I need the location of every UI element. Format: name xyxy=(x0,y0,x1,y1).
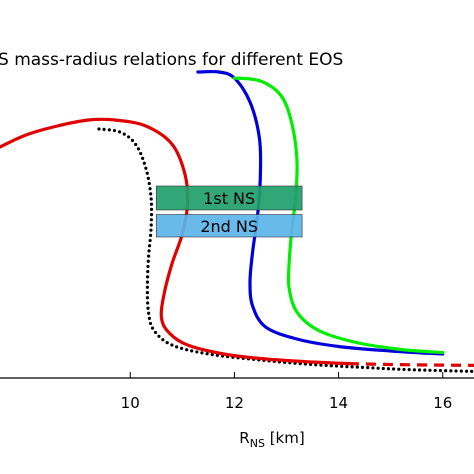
axes-group: 10 12 14 16 xyxy=(0,372,474,412)
x-tick-label-10: 10 xyxy=(121,394,140,412)
x-axis-label: RNS [km] xyxy=(239,429,304,450)
band-rect-2 xyxy=(155,214,303,238)
x-tick-label-16: 16 xyxy=(433,394,452,412)
band-rect-1 xyxy=(155,185,303,211)
band-label-1: 1st NS xyxy=(203,189,255,208)
series-line-1 xyxy=(97,127,474,373)
x-axis-label-main: R xyxy=(239,429,249,447)
band-label-2: 2nd NS xyxy=(200,217,258,236)
series-line-3 xyxy=(348,362,474,367)
x-tick-label-14: 14 xyxy=(329,394,348,412)
series-line-5 xyxy=(232,76,445,355)
x-axis-label-unit: [km] xyxy=(265,429,305,447)
bands-group: 1st NS 2nd NS xyxy=(155,185,303,238)
x-tick-label-12: 12 xyxy=(225,394,244,412)
chart-title: S mass-radius relations for different EO… xyxy=(0,50,343,70)
series-line-4 xyxy=(196,69,445,356)
x-axis-label-subscript: NS xyxy=(250,437,265,450)
